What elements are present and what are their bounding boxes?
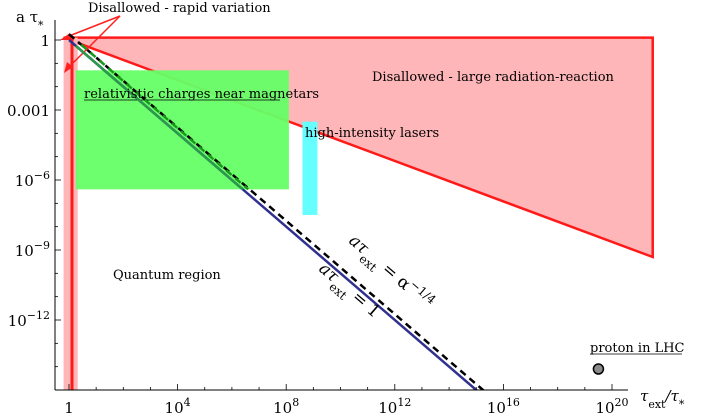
lasers-region — [302, 121, 318, 215]
arrow-line-upper — [63, 15, 121, 39]
x-tick-label: 1020 — [595, 396, 628, 417]
x-tick-label: 1012 — [378, 396, 411, 417]
magnetars-label: relativistic charges near magnetars — [84, 87, 319, 102]
series-line-2-overlay — [80, 43, 250, 191]
rapid-variation-label: Disallowed - rapid variation — [88, 1, 271, 16]
x-tick-label: 1016 — [487, 396, 520, 417]
series-line-1-overlay — [74, 44, 244, 191]
regions-layer — [60, 15, 682, 391]
y-axis-title: a τ* — [16, 8, 44, 32]
y-tick-label: 10−9 — [15, 239, 50, 260]
y-tick-label: 1 — [40, 32, 50, 50]
quantum-region-label: Quantum region — [113, 268, 221, 283]
y-tick-label: 0.001 — [7, 102, 50, 120]
arrow-head-upper — [60, 33, 71, 40]
large-rr-label: Disallowed - large radiation-reaction — [372, 70, 615, 85]
series-layer — [68, 33, 485, 390]
lhc-point — [592, 363, 605, 375]
x-tick-label: 104 — [165, 396, 191, 417]
x-tick-label: 1 — [64, 399, 74, 417]
magnetars-region — [75, 70, 289, 190]
arrow-line-lower — [67, 15, 121, 69]
rapid-variation-arrows — [60, 15, 121, 73]
labels-layer: Disallowed - rapid variation Disallowed … — [84, 1, 685, 356]
lhc-label: proton in LHC — [590, 341, 685, 356]
y-tick-label: 10−6 — [15, 169, 50, 190]
y-tick-label: 10−12 — [8, 309, 50, 330]
x-axis-title: τext/τ* — [640, 387, 685, 411]
arrow-head-lower — [64, 62, 73, 73]
x-tick-label: 108 — [273, 396, 299, 417]
lasers-label: high-intensity lasers — [305, 126, 439, 141]
